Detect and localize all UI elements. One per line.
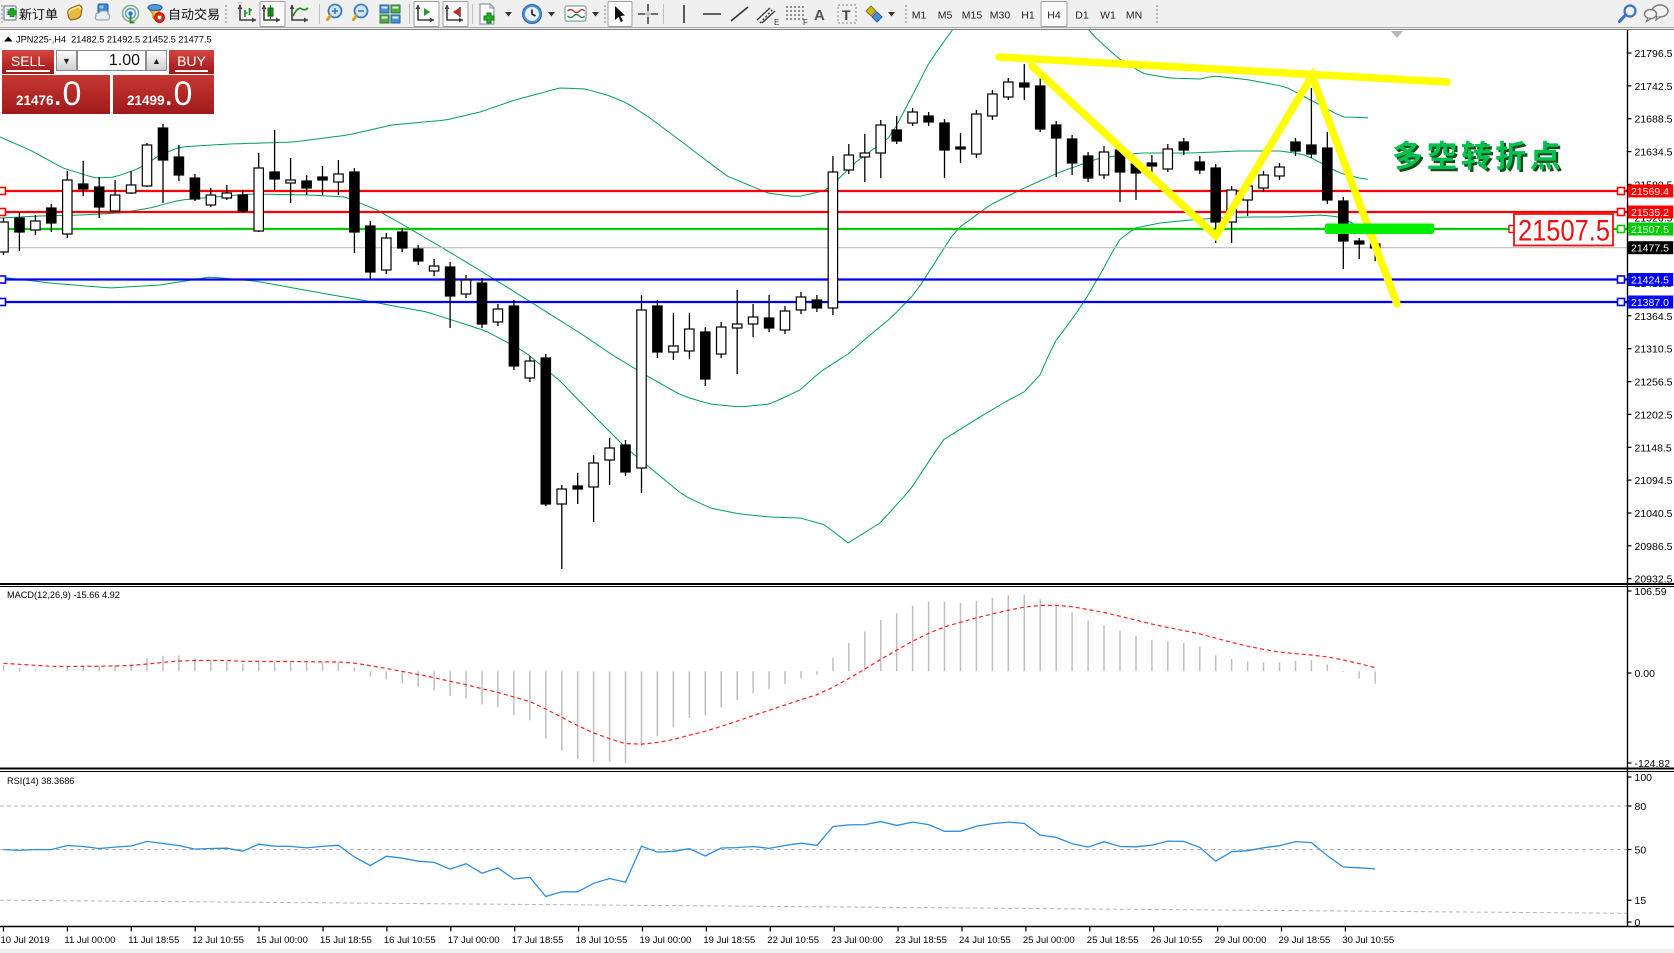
svg-text:E: E	[774, 18, 779, 27]
svg-text:0: 0	[1635, 917, 1641, 929]
svg-text:21507.5: 21507.5	[1518, 215, 1610, 248]
svg-text:21634.5: 21634.5	[1635, 147, 1673, 159]
svg-text:11 Jul 18:55: 11 Jul 18:55	[128, 935, 179, 946]
svg-text:19 Jul 18:55: 19 Jul 18:55	[703, 935, 755, 946]
svg-text:MACD(12,26,9) -15.66 4.92: MACD(12,26,9) -15.66 4.92	[7, 590, 120, 600]
svg-text:24 Jul 10:55: 24 Jul 10:55	[959, 935, 1011, 946]
svg-text:21569.4: 21569.4	[1631, 186, 1669, 198]
svg-text:F: F	[803, 18, 808, 27]
svg-text:M30: M30	[990, 10, 1011, 22]
svg-text:M15: M15	[962, 10, 983, 22]
svg-text:25 Jul 18:55: 25 Jul 18:55	[1087, 935, 1139, 946]
svg-text:80: 80	[1635, 801, 1647, 813]
svg-text:10 Jul 2019: 10 Jul 2019	[1, 935, 50, 946]
svg-text:21256.5: 21256.5	[1635, 377, 1673, 389]
svg-text:30 Jul 10:55: 30 Jul 10:55	[1342, 935, 1394, 946]
svg-text:23 Jul 18:55: 23 Jul 18:55	[895, 935, 947, 946]
svg-text:21477.5: 21477.5	[1631, 243, 1669, 255]
svg-text:106.59: 106.59	[1635, 586, 1667, 598]
svg-text:M5: M5	[938, 10, 953, 22]
svg-text:RSI(14) 38.3686: RSI(14) 38.3686	[7, 776, 74, 786]
svg-text:A: A	[814, 7, 825, 24]
svg-text:0.00: 0.00	[1635, 668, 1656, 680]
svg-text:20986.5: 20986.5	[1635, 541, 1673, 553]
svg-text:21387.0: 21387.0	[1631, 297, 1669, 309]
svg-text:21424.5: 21424.5	[1631, 275, 1669, 287]
svg-text:50: 50	[1635, 845, 1647, 857]
svg-text:15 Jul 00:00: 15 Jul 00:00	[256, 935, 308, 946]
svg-text:-124.82: -124.82	[1635, 758, 1671, 770]
svg-text:W1: W1	[1100, 10, 1116, 22]
svg-text:H1: H1	[1021, 10, 1035, 22]
svg-text:18 Jul 10:55: 18 Jul 10:55	[576, 935, 628, 946]
svg-text:11 Jul 00:00: 11 Jul 00:00	[64, 935, 115, 946]
svg-text:21688.5: 21688.5	[1635, 114, 1673, 126]
svg-text:12 Jul 10:55: 12 Jul 10:55	[192, 935, 244, 946]
svg-text:21535.2: 21535.2	[1631, 207, 1669, 219]
svg-text:21040.5: 21040.5	[1635, 508, 1673, 520]
svg-text:19 Jul 00:00: 19 Jul 00:00	[640, 935, 692, 946]
svg-text:21796.5: 21796.5	[1635, 48, 1673, 60]
svg-text:T: T	[842, 7, 851, 23]
svg-text:26 Jul 10:55: 26 Jul 10:55	[1151, 935, 1203, 946]
svg-text:JPN225-,H4 21482.5 21492.5 21: JPN225-,H4 21482.5 21492.5 21452.5 21477…	[16, 35, 212, 45]
svg-text:29 Jul 00:00: 29 Jul 00:00	[1215, 935, 1267, 946]
svg-text:MN: MN	[1126, 10, 1142, 22]
svg-text:21310.5: 21310.5	[1635, 344, 1673, 356]
svg-text:21202.5: 21202.5	[1635, 409, 1673, 421]
svg-text:21364.5: 21364.5	[1635, 311, 1673, 323]
svg-text:15: 15	[1635, 895, 1647, 907]
svg-text:17 Jul 18:55: 17 Jul 18:55	[512, 935, 564, 946]
svg-text:D1: D1	[1075, 10, 1089, 22]
svg-text:17 Jul 00:00: 17 Jul 00:00	[448, 935, 500, 946]
svg-text:25 Jul 00:00: 25 Jul 00:00	[1023, 935, 1075, 946]
svg-text:23 Jul 00:00: 23 Jul 00:00	[831, 935, 883, 946]
svg-text:29 Jul 18:55: 29 Jul 18:55	[1279, 935, 1331, 946]
svg-text:22 Jul 10:55: 22 Jul 10:55	[767, 935, 819, 946]
svg-text:20932.5: 20932.5	[1635, 574, 1673, 586]
svg-text:15 Jul 18:55: 15 Jul 18:55	[320, 935, 372, 946]
svg-text:M1: M1	[912, 10, 927, 22]
svg-text:21742.5: 21742.5	[1635, 81, 1673, 93]
svg-text:21094.5: 21094.5	[1635, 475, 1673, 487]
svg-text:100: 100	[1635, 772, 1653, 784]
svg-text:21507.5: 21507.5	[1631, 224, 1669, 236]
svg-text:H4: H4	[1047, 10, 1061, 22]
svg-text:21148.5: 21148.5	[1635, 442, 1672, 454]
svg-text:16 Jul 10:55: 16 Jul 10:55	[384, 935, 436, 946]
